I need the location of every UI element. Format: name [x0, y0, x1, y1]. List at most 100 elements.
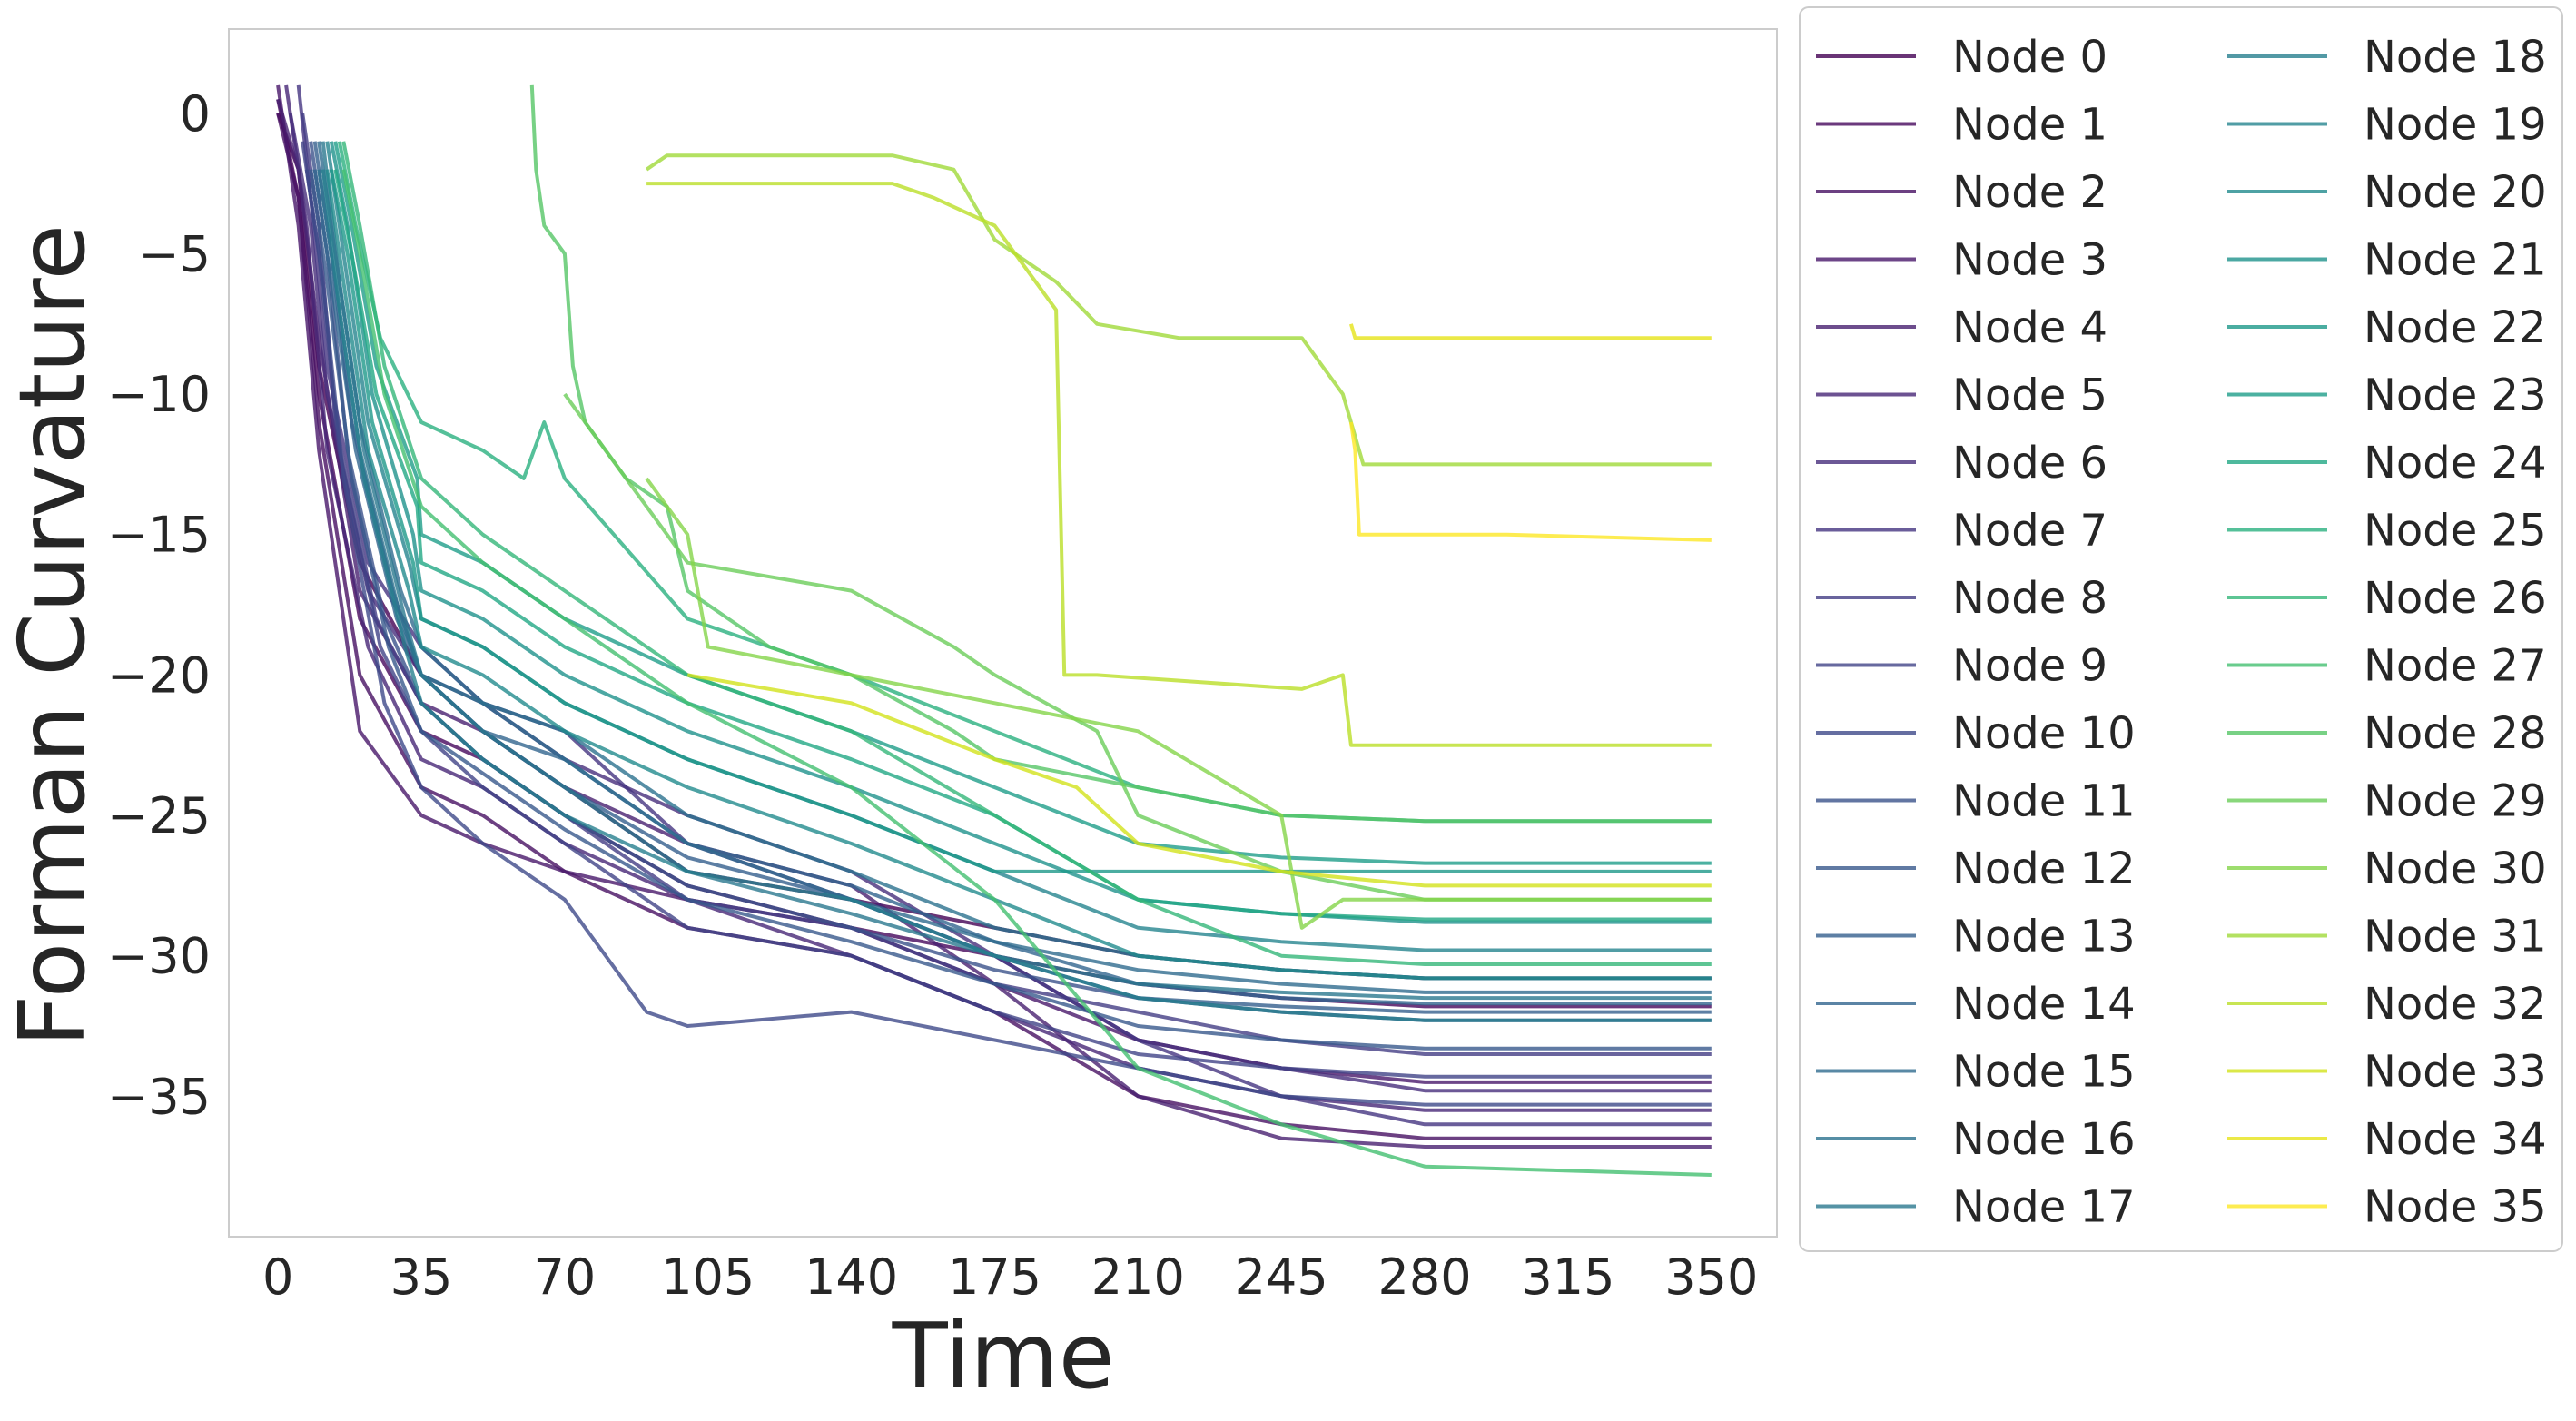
legend-label: Node 29 — [2364, 776, 2547, 827]
legend-label: Node 12 — [1952, 844, 2136, 894]
y-tick-label: −10 — [107, 366, 211, 423]
series-layer — [276, 84, 1712, 1177]
legend-label: Node 11 — [1952, 776, 2136, 827]
legend-item: Node 21 — [2227, 235, 2547, 286]
legend-frame — [1799, 6, 2563, 1252]
legend-item: Node 16 — [1816, 1114, 2136, 1165]
legend-item: Node 4 — [1816, 302, 2107, 353]
legend-item: Node 14 — [1816, 979, 2136, 1030]
series-line-node-35 — [1348, 421, 1712, 542]
legend-label: Node 4 — [1952, 302, 2107, 353]
x-ticks: 0 35 70 105 140 175 210 245 280 315 350 — [262, 1248, 1758, 1306]
legend-label: Node 33 — [2364, 1047, 2547, 1098]
x-tick-label: 245 — [1235, 1248, 1328, 1306]
x-tick-label: 0 — [262, 1248, 293, 1306]
x-axis-title: Time — [892, 1303, 1115, 1409]
y-tick-label: −35 — [107, 1068, 211, 1125]
legend-item: Node 12 — [1816, 844, 2136, 894]
series-line-node-2 — [276, 113, 1712, 1140]
x-tick-label: 140 — [804, 1248, 898, 1306]
series-line-node-28 — [529, 84, 1712, 824]
legend-item: Node 22 — [2227, 302, 2547, 353]
x-tick-label: 315 — [1521, 1248, 1614, 1306]
y-tick-label: −25 — [107, 787, 211, 844]
legend-item: Node 20 — [2227, 167, 2547, 218]
legend-item: Node 35 — [2227, 1182, 2547, 1233]
legend-item: Node 11 — [1816, 776, 2136, 827]
legend-item: Node 25 — [2227, 506, 2547, 557]
legend-label: Node 18 — [2364, 32, 2547, 83]
legend-label: Node 21 — [2364, 235, 2547, 286]
x-tick-label: 210 — [1091, 1248, 1185, 1306]
y-tick-label: −30 — [107, 928, 211, 985]
legend-label: Node 0 — [1952, 32, 2107, 83]
legend-item: Node 3 — [1816, 235, 2107, 286]
legend-item: Node 7 — [1816, 506, 2107, 557]
legend-item: Node 0 — [1816, 32, 2107, 83]
legend-item: Node 26 — [2227, 573, 2547, 624]
legend-item: Node 10 — [1816, 708, 2136, 759]
series-line-node-20 — [325, 169, 1712, 981]
legend-label: Node 22 — [2364, 302, 2547, 353]
series-line-node-17 — [321, 141, 1712, 1001]
legend-label: Node 30 — [2364, 844, 2547, 894]
series-line-node-22 — [329, 169, 1712, 873]
x-tick-label: 105 — [661, 1248, 755, 1306]
legend-item: Node 6 — [1816, 438, 2107, 488]
legend-label: Node 6 — [1952, 438, 2107, 488]
legend-label: Node 27 — [2364, 641, 2547, 692]
legend-label: Node 15 — [1952, 1047, 2136, 1098]
legend-item: Node 31 — [2227, 912, 2547, 962]
legend-item: Node 32 — [2227, 979, 2547, 1030]
legend-item: Node 8 — [1816, 573, 2107, 624]
legend-label: Node 32 — [2364, 979, 2547, 1030]
legend-label: Node 3 — [1952, 235, 2107, 286]
x-tick-label: 70 — [534, 1248, 597, 1306]
legend-item: Node 19 — [2227, 100, 2547, 151]
legend-label: Node 19 — [2364, 100, 2547, 151]
legend-item: Node 29 — [2227, 776, 2547, 827]
legend-label: Node 31 — [2364, 912, 2547, 962]
legend-label: Node 5 — [1952, 370, 2107, 421]
series-line-node-30 — [645, 477, 1712, 930]
legend-label: Node 10 — [1952, 708, 2136, 759]
x-tick-label: 175 — [948, 1248, 1041, 1306]
y-tick-label: −15 — [107, 507, 211, 564]
legend-label: Node 25 — [2364, 506, 2547, 557]
series-line-node-27 — [341, 169, 1712, 1177]
legend-item: Node 2 — [1816, 167, 2107, 218]
y-ticks: 0 −5 −10 −15 −20 −25 −30 −35 — [107, 85, 211, 1126]
legend-label: Node 13 — [1952, 912, 2136, 962]
legend-item: Node 27 — [2227, 641, 2547, 692]
y-tick-label: 0 — [180, 85, 211, 143]
legend-label: Node 14 — [1952, 979, 2136, 1030]
legend-item: Node 15 — [1816, 1047, 2136, 1098]
legend-item: Node 28 — [2227, 708, 2547, 759]
legend-item: Node 30 — [2227, 844, 2547, 894]
legend-label: Node 20 — [2364, 167, 2547, 218]
legend-label: Node 8 — [1952, 573, 2107, 624]
series-line-node-12 — [309, 169, 1712, 1051]
series-line-node-31 — [645, 153, 1712, 467]
plot-area — [228, 28, 1778, 1238]
legend-label: Node 26 — [2364, 573, 2547, 624]
legend-item: Node 1 — [1816, 100, 2107, 151]
series-line-node-34 — [1348, 323, 1712, 340]
legend-items: Node 0 Node 1 Node 2 Node 3 Node 4 Node 5 Node… — [1816, 32, 2547, 1233]
legend-label: Node 1 — [1952, 100, 2107, 151]
legend-label: Node 34 — [2364, 1114, 2547, 1165]
legend-item: Node 23 — [2227, 370, 2547, 421]
legend: Node 0 Node 1 Node 2 Node 3 Node 4 Node 5 Node… — [1799, 6, 2563, 1252]
series-line-node-10 — [304, 169, 1712, 1107]
legend-item: Node 5 — [1816, 370, 2107, 421]
legend-item: Node 34 — [2227, 1114, 2547, 1165]
legend-item: Node 9 — [1816, 641, 2107, 692]
series-line-node-9 — [301, 141, 1712, 1079]
legend-item: Node 18 — [2227, 32, 2547, 83]
legend-item: Node 13 — [1816, 912, 2136, 962]
y-axis-title: Forman Curvature — [0, 224, 105, 1047]
legend-label: Node 2 — [1952, 167, 2107, 218]
legend-label: Node 24 — [2364, 438, 2547, 488]
x-tick-label: 350 — [1664, 1248, 1758, 1306]
